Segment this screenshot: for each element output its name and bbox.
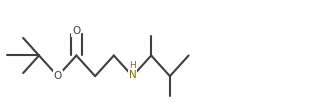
Text: H: H <box>129 61 136 70</box>
Text: O: O <box>54 71 62 81</box>
Text: N: N <box>129 70 136 80</box>
Text: O: O <box>72 26 80 36</box>
